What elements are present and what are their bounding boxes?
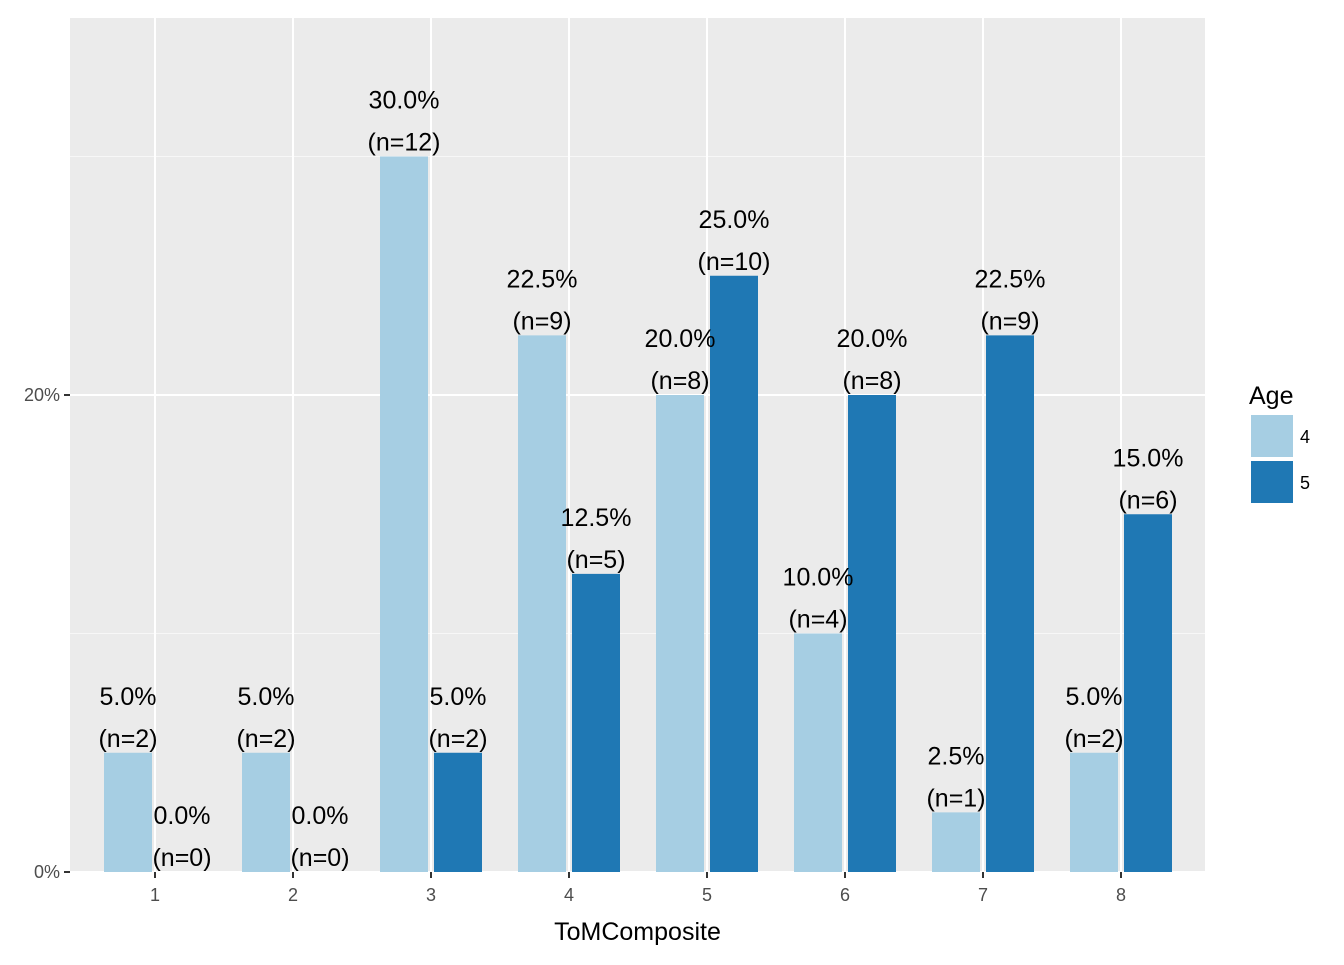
legend-label-4: 4 xyxy=(1300,427,1310,447)
bar-age-4 xyxy=(794,633,842,872)
bar-age-4 xyxy=(380,156,428,872)
bar-label-percent: 20.0% xyxy=(645,325,716,353)
axes: 0% 20% 1 2 3 4 5 6 7 8 xyxy=(24,385,1126,905)
x-tick-label: 6 xyxy=(840,885,850,905)
bar-label-percent: 5.0% xyxy=(430,683,487,711)
bar-age-5 xyxy=(434,752,482,872)
bar-label-percent: 22.5% xyxy=(507,265,578,293)
y-tick-label: 20% xyxy=(24,385,60,405)
legend-key-5 xyxy=(1251,461,1293,503)
bar-age-4 xyxy=(656,395,704,872)
bar-age-4 xyxy=(518,335,566,872)
bar-age-5 xyxy=(710,275,758,872)
x-tick-label: 4 xyxy=(564,885,574,905)
bar-label-count: (n=8) xyxy=(650,367,709,395)
x-tick-label: 5 xyxy=(702,885,712,905)
bar-label-count: (n=2) xyxy=(236,725,295,753)
bar-label-percent: 20.0% xyxy=(837,325,908,353)
bar-age-5 xyxy=(572,573,620,872)
bar-age-5 xyxy=(848,395,896,872)
bar-label-percent: 12.5% xyxy=(561,504,632,532)
x-tick-label: 2 xyxy=(288,885,298,905)
bar-label-count: (n=1) xyxy=(926,784,985,812)
x-tick-label: 1 xyxy=(150,885,160,905)
x-axis-title: ToMComposite xyxy=(554,918,721,946)
bar-age-5 xyxy=(986,335,1034,872)
bar-label-percent: 0.0% xyxy=(292,802,349,830)
bar-age-4 xyxy=(1070,752,1118,872)
bar-age-5 xyxy=(1124,514,1172,872)
x-tick-label: 3 xyxy=(426,885,436,905)
bar-label-percent: 2.5% xyxy=(928,742,985,770)
bar-labels: 5.0% (n=2) 5.0% (n=2) 30.0% (n=12) 22.5% (n=9) 2… xyxy=(98,87,1183,873)
bar-label-percent: 30.0% xyxy=(369,87,440,115)
bar-label-percent: 15.0% xyxy=(1113,444,1184,472)
bar-label-count: (n=8) xyxy=(842,367,901,395)
bar-label-count: (n=2) xyxy=(428,725,487,753)
bar-label-percent: 0.0% xyxy=(154,802,211,830)
bar-label-count: (n=2) xyxy=(1064,725,1123,753)
legend-key-4 xyxy=(1251,415,1293,457)
legend-label-5: 5 xyxy=(1300,473,1310,493)
bar-label-count: (n=0) xyxy=(290,844,349,872)
bar-label-count: (n=2) xyxy=(98,725,157,753)
x-tick-label: 8 xyxy=(1116,885,1126,905)
bar-label-count: (n=9) xyxy=(512,307,571,335)
bar-label-percent: 5.0% xyxy=(100,683,157,711)
bar-label-percent: 10.0% xyxy=(783,564,854,592)
bar-label-percent: 25.0% xyxy=(699,206,770,234)
bar-label-count: (n=4) xyxy=(788,606,847,634)
legend-title: Age xyxy=(1249,382,1293,410)
bar-age-4 xyxy=(242,752,290,872)
x-tick-label: 7 xyxy=(978,885,988,905)
bar-age-4 xyxy=(104,752,152,872)
y-tick-label: 0% xyxy=(34,862,60,882)
bar-age-4 xyxy=(932,812,980,872)
bar-label-count: (n=6) xyxy=(1118,486,1177,514)
bar-label-percent: 5.0% xyxy=(238,683,295,711)
bar-label-count: (n=12) xyxy=(368,129,441,157)
bar-label-percent: 22.5% xyxy=(975,265,1046,293)
bar-label-count: (n=10) xyxy=(698,248,771,276)
bar-label-count: (n=5) xyxy=(566,546,625,574)
bar-label-count: (n=9) xyxy=(980,307,1039,335)
bar-label-percent: 5.0% xyxy=(1066,683,1123,711)
bars xyxy=(104,156,1172,872)
bar-label-count: (n=0) xyxy=(152,844,211,872)
legend: Age 4 5 xyxy=(1249,382,1310,503)
